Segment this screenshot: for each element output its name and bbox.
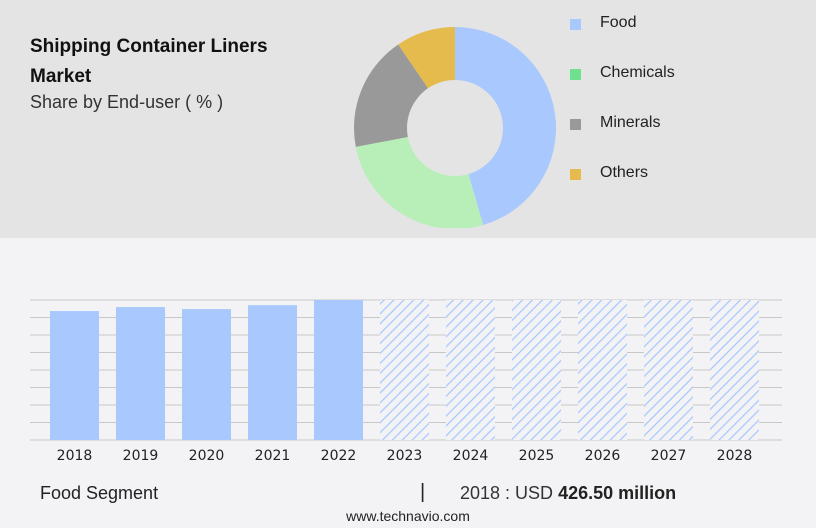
legend-swatch: [570, 19, 581, 30]
tick-label: 2018: [57, 448, 93, 464]
legend-swatch: [570, 119, 581, 130]
legend-label: Food: [600, 14, 637, 31]
tick-label: 2027: [651, 448, 687, 464]
value-text: 426.50 million: [558, 483, 677, 503]
slice-chemicals: [355, 136, 484, 229]
legend-label: Minerals: [600, 114, 661, 131]
tick-label: 2020: [189, 448, 225, 464]
bar-2024: [446, 300, 495, 440]
tick-label: 2024: [453, 448, 489, 464]
bar-2018: [50, 311, 99, 440]
legend-item-chemicals: Chemicals: [570, 64, 720, 84]
slice-food: [455, 27, 556, 225]
legend-item-minerals: Minerals: [570, 114, 720, 134]
tick-label: 2023: [387, 448, 423, 464]
page-subtitle: Share by End-user ( % ): [30, 92, 224, 112]
tick-label: 2025: [519, 448, 555, 464]
legend-label: Others: [600, 164, 649, 181]
donut: [354, 27, 556, 229]
tick-label: 2028: [717, 448, 753, 464]
page-title: Shipping Container Liners Market: [30, 36, 268, 87]
slice-others: [398, 27, 455, 89]
bar-2019: [116, 307, 165, 440]
bar-2028: [710, 300, 759, 440]
bar-2023: [380, 300, 429, 440]
legend-item-food: Food: [570, 14, 720, 34]
bar-2022: [314, 300, 363, 440]
legend-swatch: [570, 169, 581, 180]
segment-label: Food Segment: [40, 483, 159, 503]
bar-2020: [182, 309, 231, 440]
site-url: www.technavio.com: [346, 508, 470, 524]
bar-2027: [644, 300, 693, 440]
legend-label: Chemicals: [600, 64, 675, 81]
tick-label: 2022: [321, 448, 357, 464]
bar-2021: [248, 305, 297, 440]
segment-value: 2018 : USD 426.50 million: [460, 483, 676, 504]
bar-2026: [578, 300, 627, 440]
separator: |: [420, 481, 426, 503]
tick-label: 2019: [123, 448, 159, 464]
tick-label: 2026: [585, 448, 621, 464]
donut-clip: [0, 228, 816, 238]
tick-label: 2021: [255, 448, 291, 464]
bar-2025: [512, 300, 561, 440]
slice-minerals: [354, 44, 429, 147]
legend-swatch: [570, 69, 581, 80]
legend-item-others: Others: [570, 164, 720, 184]
year-label: 2018 : USD: [460, 483, 554, 503]
